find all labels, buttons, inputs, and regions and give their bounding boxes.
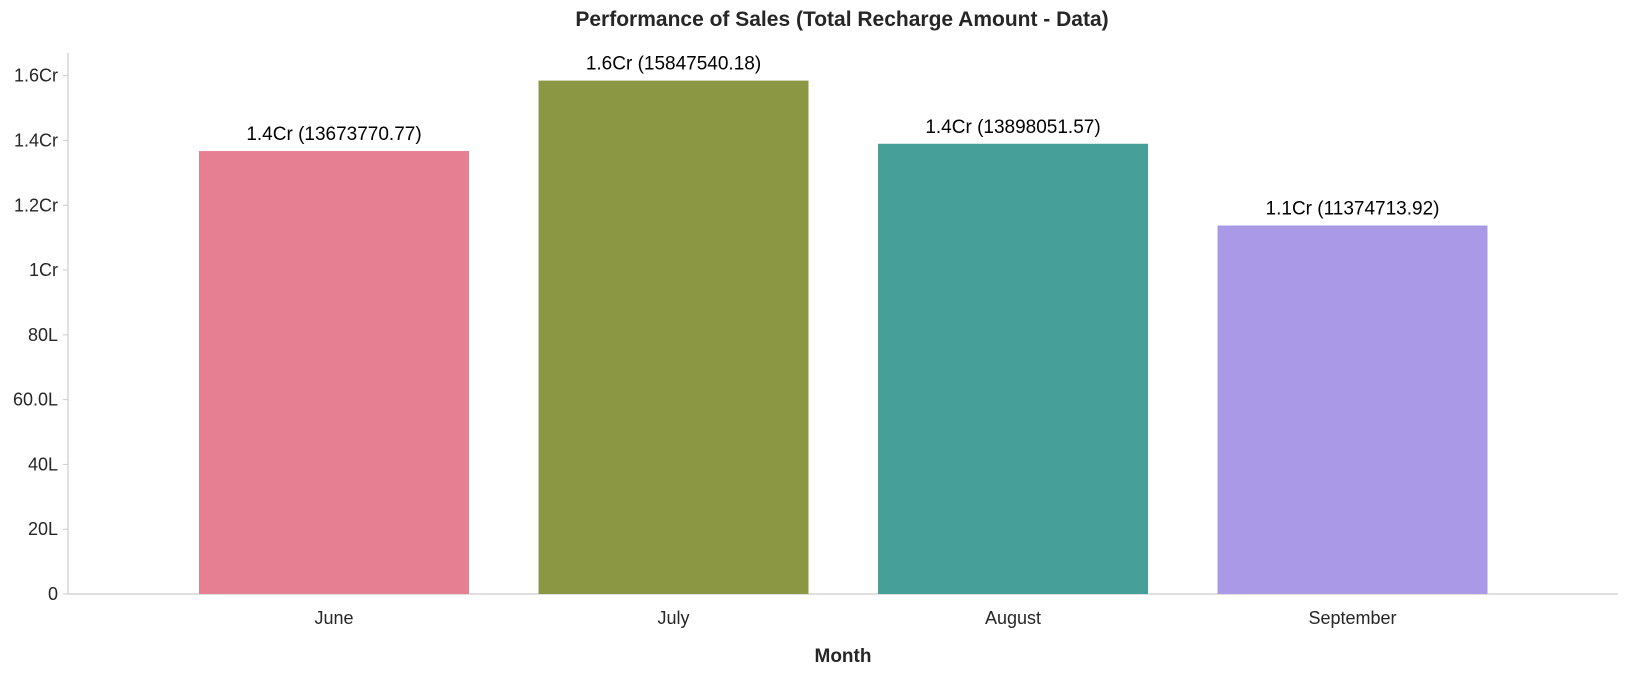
bar-data-label: 1.4Cr (13673770.77): [246, 124, 421, 145]
x-tick-label: September: [1308, 608, 1396, 628]
bar-data-label: 1.6Cr (15847540.18): [586, 54, 761, 75]
x-axis-label: Month: [815, 646, 872, 667]
bar-august: [878, 143, 1148, 594]
y-tick-label: 40L: [28, 454, 58, 474]
bar-data-label: 1.4Cr (13898051.57): [925, 117, 1100, 138]
y-axis-ticks: 0 20L 40L 60.0L 80L 1Cr 1.2Cr 1.4Cr 1.6Cr: [13, 66, 68, 604]
y-tick-label: 80L: [28, 325, 58, 345]
bar-data-label: 1.1Cr (11374713.92): [1266, 199, 1440, 220]
x-tick-label: June: [314, 608, 353, 628]
x-tick-label: August: [985, 608, 1041, 628]
y-tick-label: 60.0L: [13, 390, 58, 410]
y-tick-label: 1.6Cr: [14, 66, 58, 86]
y-tick-label: 1.2Cr: [14, 195, 58, 215]
x-axis-ticks: June July August September: [314, 608, 1396, 628]
bar-september: [1217, 225, 1488, 594]
bar-data-labels: 1.4Cr (13673770.77) 1.6Cr (15847540.18) 1.…: [246, 54, 1439, 220]
chart-title: Performance of Sales (Total Recharge Amo…: [575, 8, 1108, 31]
bar-june: [199, 151, 469, 594]
bars: [199, 80, 1488, 595]
y-tick-label: 20L: [28, 519, 58, 539]
x-tick-label: July: [657, 608, 689, 628]
y-tick-label: 1.4Cr: [14, 130, 58, 150]
plot-area: 0 20L 40L 60.0L 80L 1Cr 1.2Cr 1.4Cr 1.6Cr 1.4Cr …: [13, 53, 1618, 628]
y-tick-label: 0: [48, 584, 58, 604]
y-tick-label: 1Cr: [29, 260, 58, 280]
bar-july: [538, 80, 809, 595]
